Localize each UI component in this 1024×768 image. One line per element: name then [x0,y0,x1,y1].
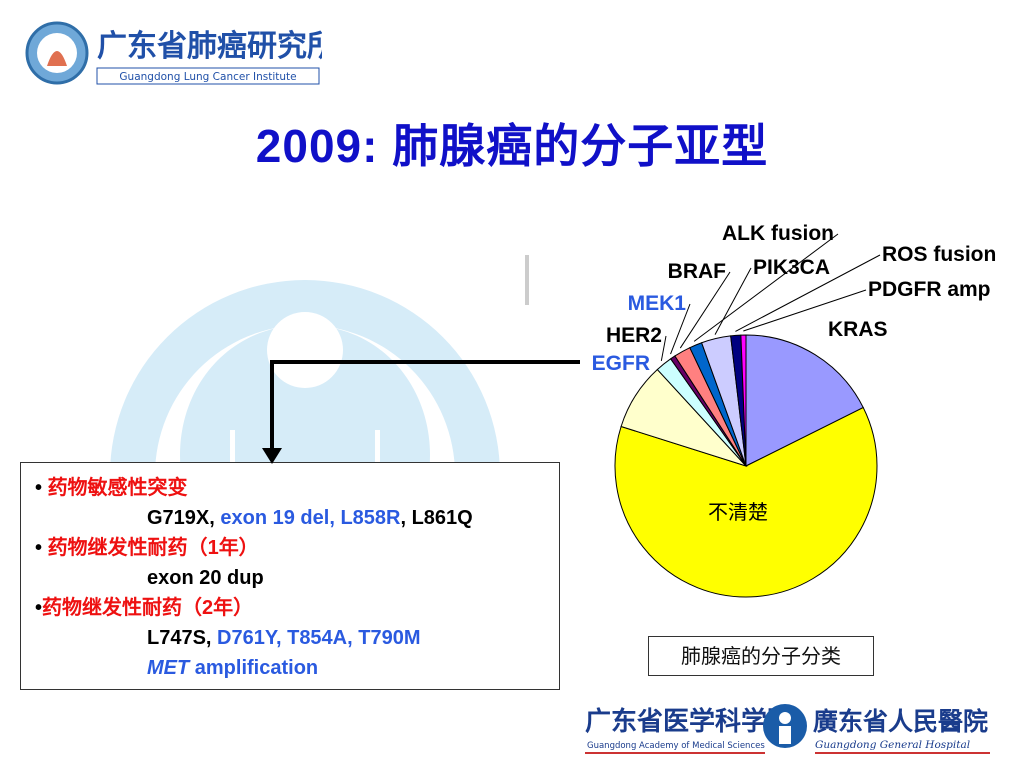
footer-logos: 广东省医学科学院 Guangdong Academy of Medical Sc… [585,704,990,754]
resistance-1yr-heading: • 药物继发性耐药（1年） [35,537,259,559]
resistance-2yr-heading: •药物继发性耐药（2年） [35,597,254,619]
slice-label-5: BRAF [668,260,726,283]
institute-name-cn: 广东省肺癌研究所 [97,29,322,64]
slice-label-8: ROS fusion [882,243,996,266]
leader-line-7 [714,267,752,335]
slice-label-0: KRAS [828,318,888,341]
pie-chart: KRAS 不清楚 EGFR HER2 MEK1 BRAF ALK fusion PIK3CA R… [592,222,996,598]
resistance-2yr-detail: L747S, D761Y, T854A, T790M [147,627,421,649]
page-title: 2009: 肺腺癌的分子亚型 [255,120,769,172]
slice-label-4: MEK1 [628,292,687,315]
academy-name-en: Guangdong Academy of Medical Sciences [587,741,765,751]
met-amplification: MET amplification [147,657,319,679]
leader-line-6 [693,233,839,342]
academy-name-cn: 广东省医学科学院 [585,706,793,737]
leader-line-5 [679,271,731,349]
hospital-name-en: Guangdong General Hospital [815,739,970,751]
leader-line-9 [743,289,867,332]
slice-label-2: EGFR [592,352,650,375]
slice-label-7: PIK3CA [753,256,830,279]
institute-name-en: Guangdong Lung Cancer Institute [119,71,296,83]
pie-slice-0 [745,334,864,467]
leader-line-3 [660,335,667,361]
leader-line-8 [735,254,881,332]
resistance-1yr-detail: exon 20 dup [147,567,264,589]
institute-logo: 广东省肺癌研究所 Guangdong Lung Cancer Institute [25,21,322,85]
slice-label-3: HER2 [606,324,662,347]
mutation-info-box: • 药物敏感性突变 G719X, exon 19 del, L858R, L86… [20,462,560,690]
leader-line-4 [670,303,691,355]
chart-caption: 肺腺癌的分子分类 [648,636,874,676]
slice-label-1: 不清楚 [708,501,768,524]
sensitive-heading: • 药物敏感性突变 [35,477,188,499]
slice-label-9: PDGFR amp [868,278,991,301]
pie-slice-1 [614,406,878,598]
hospital-name-cn: 廣东省人民醫院 [813,707,988,736]
slice-label-6: ALK fusion [722,222,834,245]
pie-slice-9 [740,334,747,467]
sensitive-detail: G719X, exon 19 del, L858R, L861Q [147,507,473,529]
